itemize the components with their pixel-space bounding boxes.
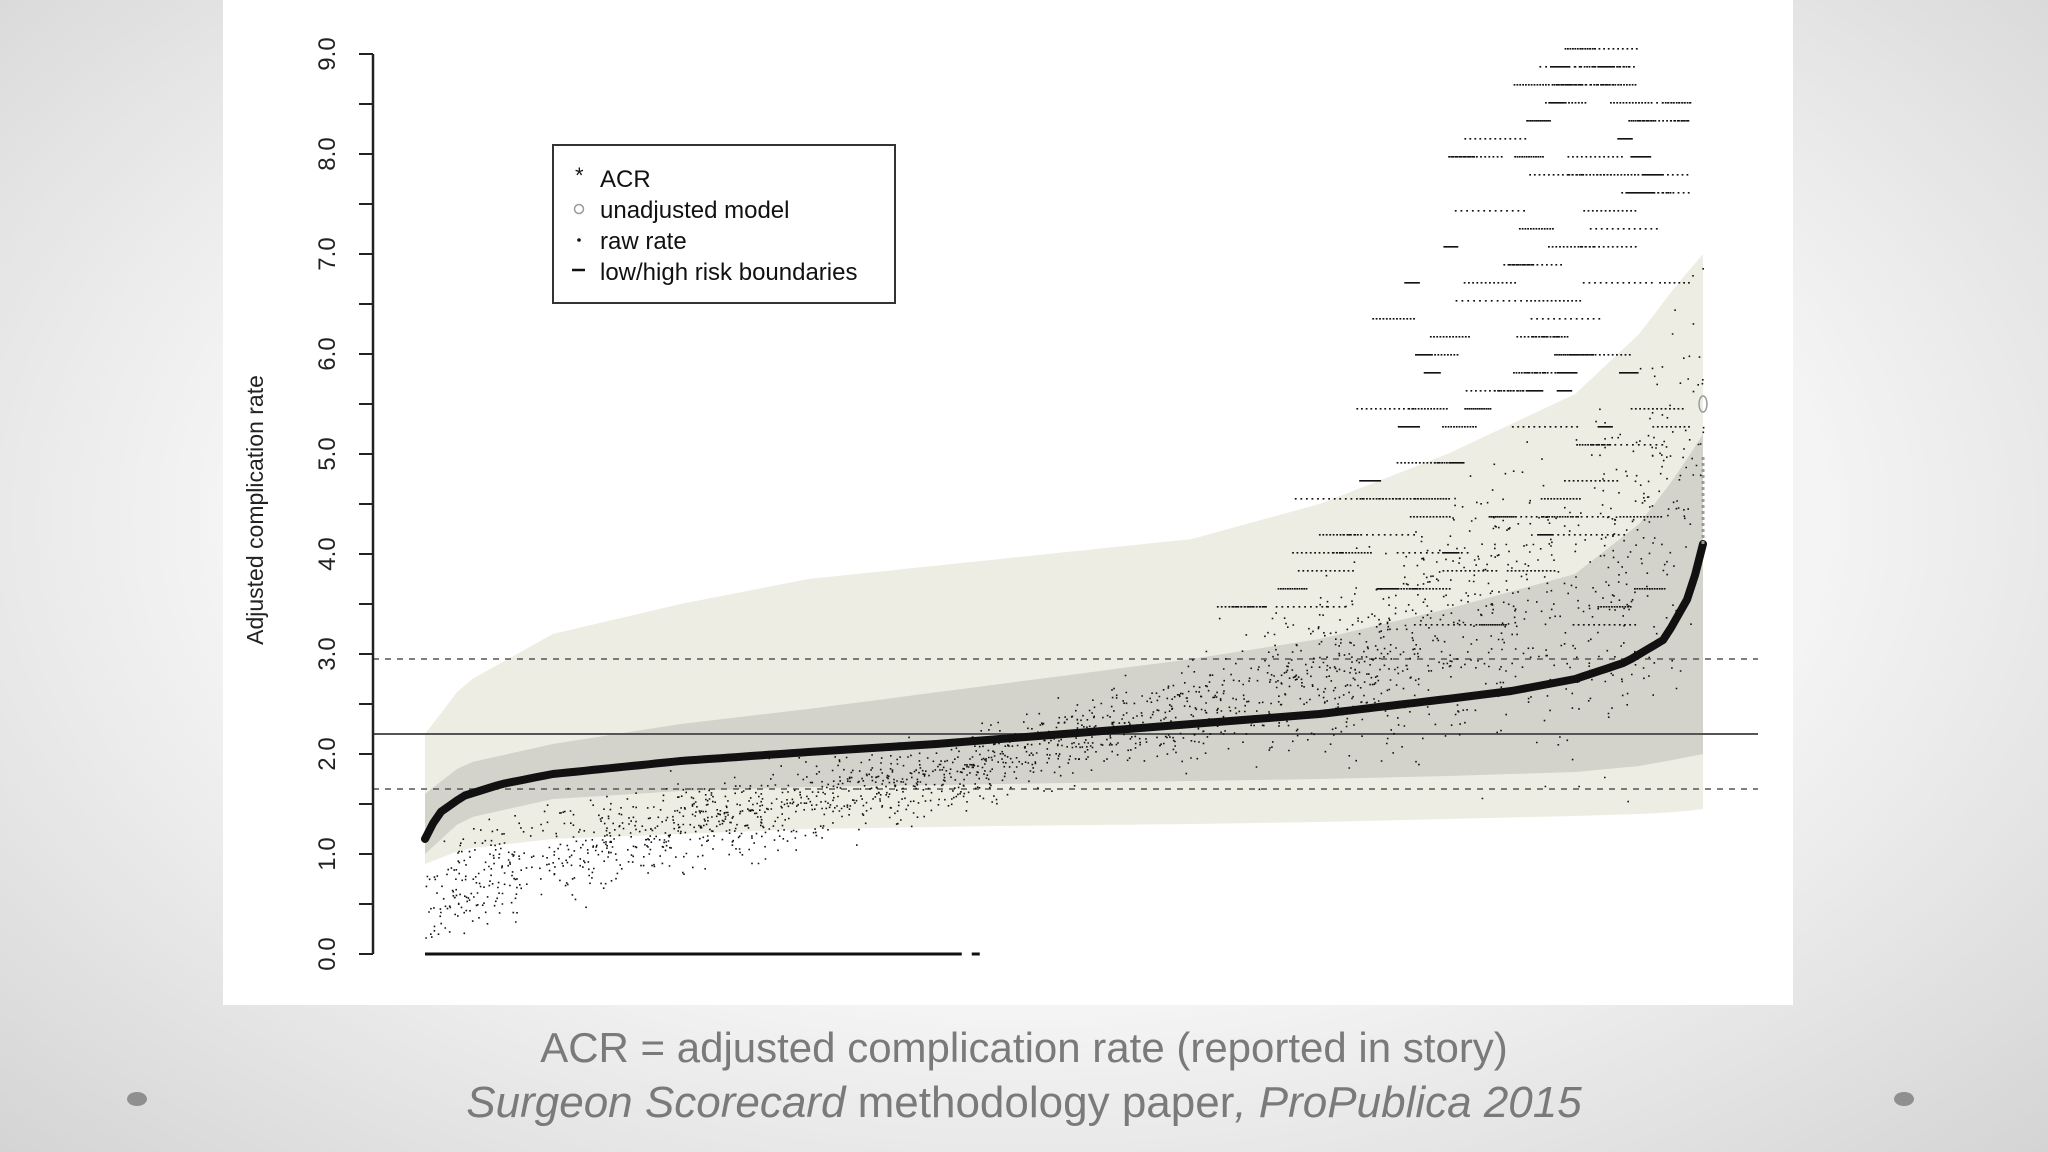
caption-source-title: Surgeon Scorecard (466, 1078, 846, 1127)
y-axis-label: Adjusted complication rate (242, 375, 268, 645)
complication-rate-chart: 0.0 1.0 2.0 3.0 4.0 5.0 6.0 7.0 8.0 9.0 Adjusted … (242, 37, 1758, 971)
legend-label-acr: ACR (600, 166, 651, 193)
caption-source: Surgeon Scorecard methodology paper, Pro… (0, 1078, 2048, 1128)
inner-band (425, 434, 1703, 854)
y-axis: 0.0 1.0 2.0 3.0 4.0 5.0 6.0 7.0 8.0 9.0 (314, 37, 375, 971)
y-tick-label: 0.0 (314, 937, 341, 970)
chart-legend: * ACR unadjusted model raw rate low/high… (552, 144, 896, 304)
acr-curve (421, 540, 1707, 843)
legend-box (552, 144, 896, 304)
legend-label-unadjusted: unadjusted model (600, 197, 789, 224)
unadjusted-model-marker (1698, 395, 1708, 413)
y-tick-label: 5.0 (314, 437, 341, 470)
legend-symbol-acr: * (575, 163, 584, 188)
y-ticks: 0.0 1.0 2.0 3.0 4.0 5.0 6.0 7.0 8.0 9.0 (314, 37, 373, 971)
slide-nav-dot-left (127, 1092, 147, 1106)
caption-definition: ACR = adjusted complication rate (report… (540, 1024, 1508, 1071)
legend-symbol-unadjusted (573, 203, 585, 215)
y-tick-label: 2.0 (314, 737, 341, 770)
confidence-bands (425, 254, 1703, 864)
caption-source-middle: methodology paper (845, 1078, 1235, 1127)
y-tick-label: 1.0 (314, 837, 341, 870)
y-tick-label: 9.0 (314, 37, 341, 70)
legend-label-raw-rate: raw rate (600, 228, 687, 255)
legend-label-boundaries: low/high risk boundaries (600, 259, 857, 286)
y-tick-label: 8.0 (314, 137, 341, 170)
y-tick-label: 3.0 (314, 637, 341, 670)
slide-nav-dot-right (1894, 1092, 1914, 1106)
y-tick-label: 6.0 (314, 337, 341, 370)
chart-panel: 0.0 1.0 2.0 3.0 4.0 5.0 6.0 7.0 8.0 9.0 Adjusted … (223, 0, 1793, 1005)
legend-symbol-raw-rate (577, 238, 581, 242)
y-tick-label: 4.0 (314, 537, 341, 570)
acr-curve-layer (421, 395, 1708, 843)
caption-source-publisher: , ProPublica 2015 (1234, 1078, 1582, 1127)
y-tick-label: 7.0 (314, 237, 341, 270)
